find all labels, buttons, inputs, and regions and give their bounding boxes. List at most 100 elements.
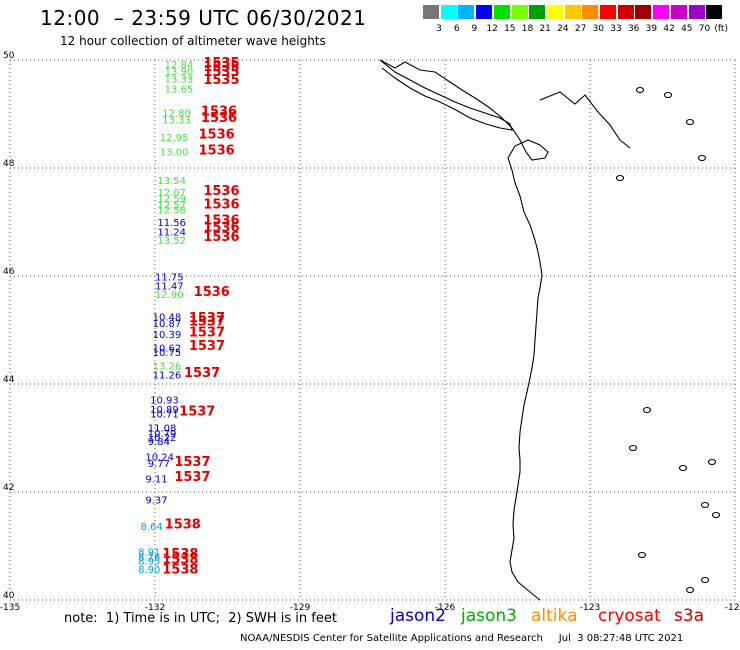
- pass-number: 1537: [189, 315, 225, 330]
- footer-credit: NOAA/NESDIS Center for Satellite Applica…: [240, 633, 684, 644]
- swh-value: 8.95: [138, 556, 160, 567]
- swh-value: 10.48: [153, 312, 182, 323]
- swh-value: 12.90: [155, 290, 184, 301]
- scale-swatch: [493, 5, 510, 19]
- lat-tick-label: 40: [3, 591, 15, 601]
- legend-s3a: s3a: [674, 606, 705, 626]
- lake-outline: [663, 91, 673, 99]
- swh-value: 13.90: [165, 67, 194, 78]
- lake-outline: [642, 406, 652, 414]
- scale-label: 18: [521, 24, 534, 34]
- scale-swatch: [529, 5, 546, 19]
- legend-jason3: jason3: [461, 606, 517, 626]
- swh-value: 13.33: [165, 75, 194, 86]
- lat-tick-label: 44: [3, 375, 15, 385]
- swh-value: 10.87: [153, 319, 182, 330]
- pass-number: 1535: [203, 73, 239, 88]
- pass-number: 1537: [184, 366, 220, 381]
- scale-label: 3: [436, 24, 442, 34]
- footer-note: note: 1) Time is in UTC; 2) SWH is in fe…: [64, 611, 337, 626]
- swh-value: 8.78: [138, 553, 160, 564]
- scale-swatch: [635, 5, 652, 19]
- swh-value: 9.77: [148, 459, 170, 470]
- lake-outline: [685, 586, 695, 594]
- lake-outline: [697, 154, 707, 162]
- pass-number: 1536: [203, 221, 239, 236]
- lon-tick-label: -129: [290, 603, 311, 613]
- swh-value: 13.33: [162, 116, 191, 127]
- lake-outline: [711, 511, 721, 519]
- chart-title: 12:00 – 23:59 UTC 06/30/2021: [40, 6, 367, 30]
- pass-number: 1536: [203, 214, 239, 229]
- pass-number: 1535: [203, 65, 239, 80]
- pass-number: 1538: [165, 518, 201, 533]
- scale-unit: (ft): [714, 24, 728, 34]
- pass-number: 1537: [189, 325, 225, 340]
- swh-value: 12.59: [157, 194, 186, 205]
- pass-number: 1535: [203, 56, 239, 71]
- swh-value: 12.95: [160, 133, 189, 144]
- scale-swatch: [688, 5, 705, 19]
- lake-outline: [678, 464, 688, 472]
- lon-tick-label: -123: [580, 603, 600, 613]
- legend-altika: altika: [531, 606, 578, 626]
- pass-number: 1537: [174, 455, 210, 470]
- scale-label: 24: [557, 24, 569, 34]
- coastline: [379, 59, 721, 601]
- pass-number: 1538: [162, 552, 198, 567]
- lon-tick-label: -132: [145, 603, 165, 613]
- lake-outline: [615, 174, 625, 182]
- lake-outline: [707, 458, 717, 466]
- scale-label: 27: [574, 24, 587, 34]
- pass-number: 1537: [189, 339, 225, 354]
- swh-value: 10.89: [150, 405, 179, 416]
- swh-value: 10.71: [150, 409, 179, 420]
- pass-number: 1536: [203, 184, 239, 199]
- scale-label: 30: [592, 24, 605, 34]
- swh-value: 11.24: [157, 228, 186, 239]
- scale-swatch: [600, 5, 616, 19]
- pass-number: 1536: [199, 127, 235, 142]
- lake-outline: [685, 118, 695, 126]
- pass-number: 1536: [203, 198, 239, 213]
- scale-swatch: [546, 5, 563, 19]
- legend-jason2: jason2: [390, 606, 446, 626]
- swh-value: 13.00: [160, 148, 189, 159]
- swh-value: 11.75: [155, 272, 184, 283]
- swh-value: 9.84: [148, 437, 170, 448]
- lon-tick-label: -120: [725, 603, 740, 613]
- swh-value: 12.58: [157, 205, 186, 216]
- swh-value: 8.90: [138, 565, 160, 576]
- scale-swatch: [511, 5, 528, 19]
- legend-cryosat: cryosat: [598, 606, 661, 626]
- lon-tick-label: -135: [0, 603, 20, 613]
- mainland-inlets: [539, 91, 631, 149]
- scale-label: 42: [663, 24, 675, 34]
- coastline-main: [379, 59, 549, 601]
- swh-value: 13.26: [153, 361, 182, 372]
- scale-label: 33: [610, 24, 622, 34]
- scale-swatch: [582, 5, 599, 19]
- swh-value: 12.57: [157, 201, 186, 212]
- pass-number: 1538: [162, 547, 198, 562]
- scale-label: 39: [645, 24, 658, 34]
- pass-number: 1537: [189, 311, 225, 326]
- swh-value: 10.39: [153, 330, 182, 341]
- scale-label: 70: [698, 24, 711, 34]
- lake-outline: [635, 86, 645, 94]
- pass-number: 1536: [201, 111, 237, 126]
- swh-value: 10.93: [150, 395, 179, 406]
- lon-tick-label: -126: [435, 603, 456, 613]
- scale-swatch: [617, 5, 634, 19]
- scale-swatch: [706, 5, 723, 19]
- pass-number: 1535: [203, 60, 239, 75]
- scale-label: 15: [504, 24, 516, 34]
- scale-swatch: [458, 5, 475, 19]
- scale-swatch: [670, 5, 687, 19]
- scale-label: 6: [453, 24, 460, 34]
- swh-value: 12.84: [165, 60, 194, 71]
- pass-number: 1537: [174, 470, 210, 485]
- scale-label: 12: [486, 24, 498, 34]
- swh-readings: 12.8413.9013.3313.6512.8013.3312.9513.00…: [138, 56, 239, 578]
